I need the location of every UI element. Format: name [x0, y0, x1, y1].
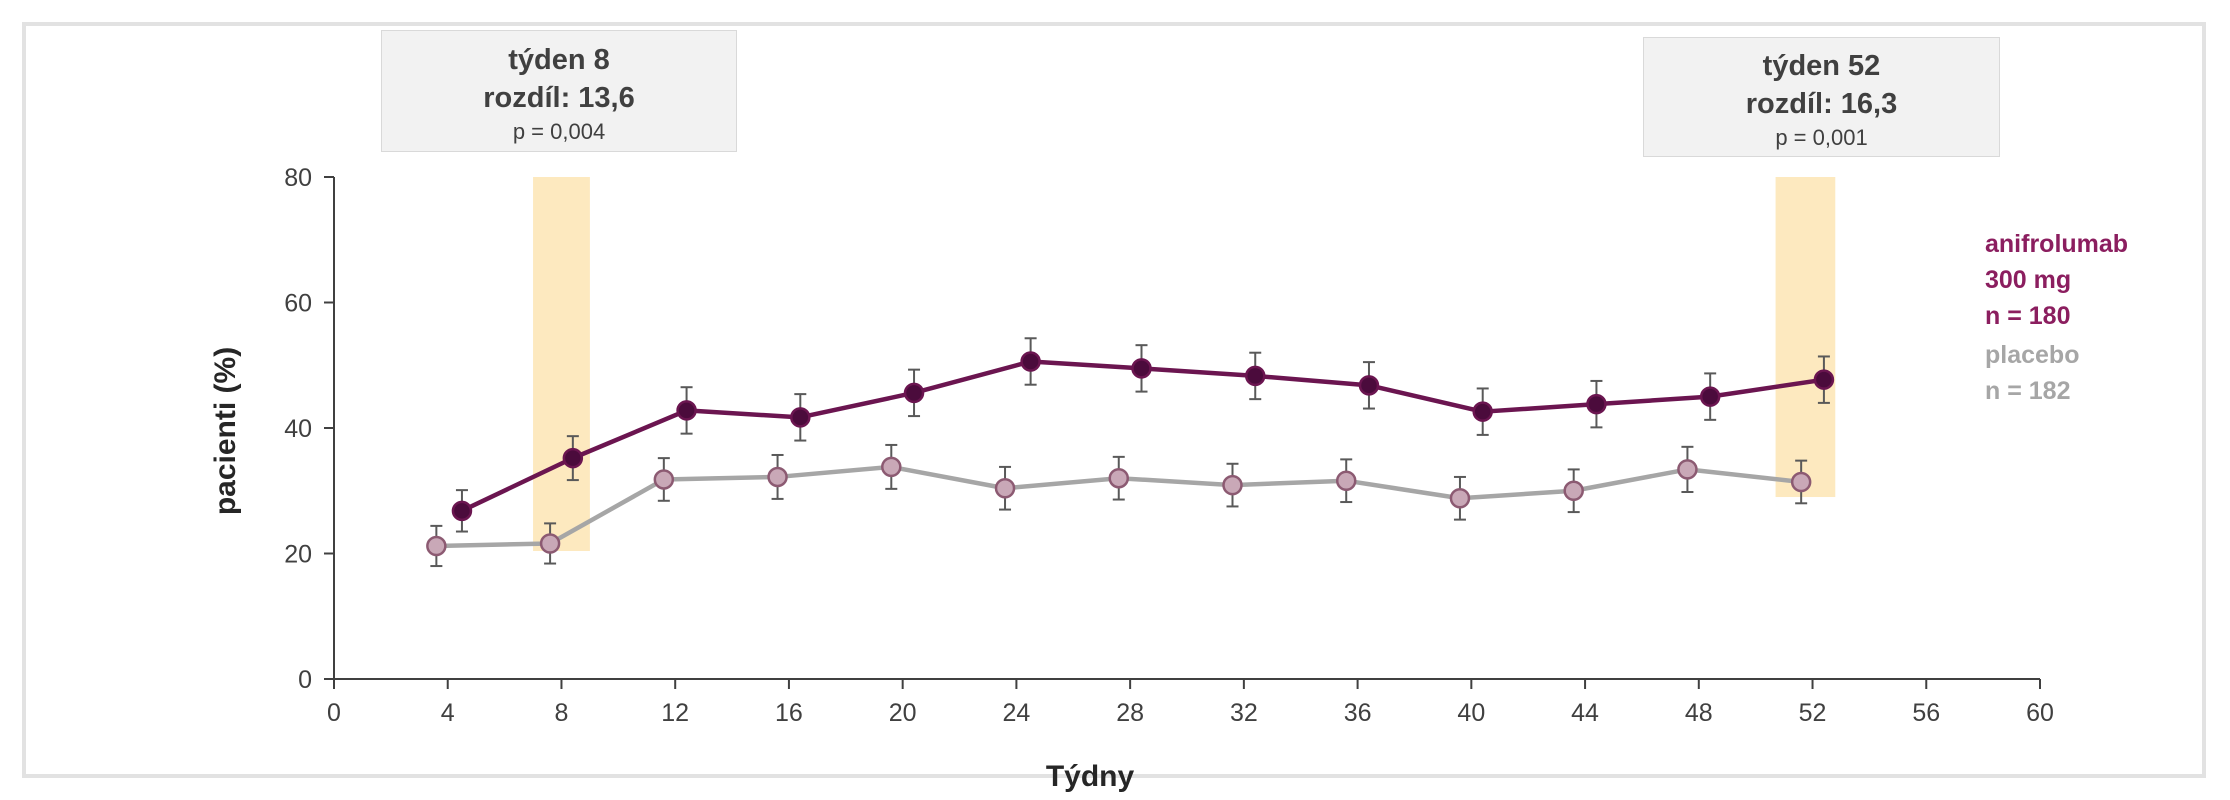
legend-drug-name: anifrolumab	[1985, 230, 2129, 258]
data-point-placebo	[1108, 467, 1130, 489]
x-tick-label: 4	[441, 699, 455, 727]
highlight-band-0	[533, 177, 590, 551]
data-point-placebo	[1563, 480, 1584, 501]
data-point-anifrolumab	[790, 407, 811, 428]
data-point-anifrolumab	[1813, 369, 1835, 390]
x-tick-label: 24	[1002, 699, 1030, 727]
callout-week-52-title: týden 52	[1762, 50, 1881, 82]
x-tick-label: 48	[1685, 699, 1713, 727]
legend-drug-dose: 300 mg	[1985, 266, 2072, 294]
data-point-placebo	[653, 469, 675, 490]
y-tick-label: 80	[284, 164, 312, 192]
y-tick-label: 20	[284, 541, 312, 569]
x-tick-label: 56	[1912, 699, 1940, 727]
x-tick-label: 40	[1457, 699, 1485, 727]
data-point-placebo	[1222, 474, 1243, 496]
x-tick-label: 8	[555, 699, 569, 727]
callout-week-8-title: týden 8	[508, 44, 610, 76]
x-tick-label: 36	[1344, 699, 1372, 727]
data-point-anifrolumab	[676, 400, 697, 421]
data-point-placebo	[767, 466, 788, 488]
x-tick-label: 60	[2026, 699, 2054, 727]
legend-anifrolumab: anifrolumab 300 mg n = 180	[1985, 226, 2128, 334]
legend-drug-n: n = 180	[1985, 302, 2071, 330]
data-point-anifrolumab	[562, 447, 584, 469]
highlight-band-1	[1775, 177, 1836, 498]
data-point-placebo	[1790, 471, 1812, 493]
x-tick-label: 0	[327, 699, 341, 727]
data-point-anifrolumab	[903, 382, 925, 404]
data-point-anifrolumab	[1020, 351, 1041, 372]
callout-week-52-difference: rozdíl: 16,3	[1745, 88, 1898, 120]
data-point-placebo	[881, 456, 902, 478]
legend-placebo: placebo n = 182	[1985, 337, 2079, 409]
x-tick-label: 20	[889, 699, 917, 727]
y-axis-label: pacienti (%)	[209, 347, 242, 515]
data-point-anifrolumab	[1472, 401, 1493, 422]
x-tick-label: 12	[661, 699, 689, 727]
data-point-placebo	[1677, 459, 1698, 480]
y-tick-label: 60	[284, 290, 312, 318]
x-tick-label: 16	[775, 699, 803, 727]
y-tick-label: 40	[284, 415, 312, 443]
data-point-anifrolumab	[1131, 358, 1152, 379]
x-tick-label: 28	[1116, 699, 1144, 727]
callout-week-8-p-value: p = 0,004	[512, 119, 606, 144]
x-axis-label: Týdny	[1046, 760, 1135, 793]
data-point-placebo	[1335, 470, 1357, 491]
data-point-anifrolumab	[1586, 393, 1607, 415]
data-point-anifrolumab	[451, 500, 473, 522]
data-point-placebo	[539, 533, 561, 554]
callout-week-52: týden 52 rozdíl: 16,3 p = 0,001	[1643, 37, 2000, 157]
data-point-placebo	[426, 535, 447, 557]
x-tick-label: 44	[1571, 699, 1599, 727]
x-tick-label: 52	[1799, 699, 1827, 727]
callout-week-52-p-value: p = 0,001	[1775, 125, 1868, 150]
callout-week-8: týden 8 rozdíl: 13,6 p = 0,004	[381, 30, 737, 152]
callout-week-8-difference: rozdíl: 13,6	[483, 82, 635, 114]
legend-placebo-n: n = 182	[1985, 377, 2071, 405]
data-point-anifrolumab	[1699, 386, 1721, 407]
data-point-placebo	[994, 477, 1016, 499]
data-point-anifrolumab	[1358, 375, 1380, 396]
x-tick-label: 32	[1230, 699, 1258, 727]
data-point-placebo	[1449, 488, 1471, 509]
y-tick-label: 0	[298, 666, 312, 694]
data-point-anifrolumab	[1244, 365, 1266, 387]
legend-placebo-name: placebo	[1985, 341, 2080, 369]
